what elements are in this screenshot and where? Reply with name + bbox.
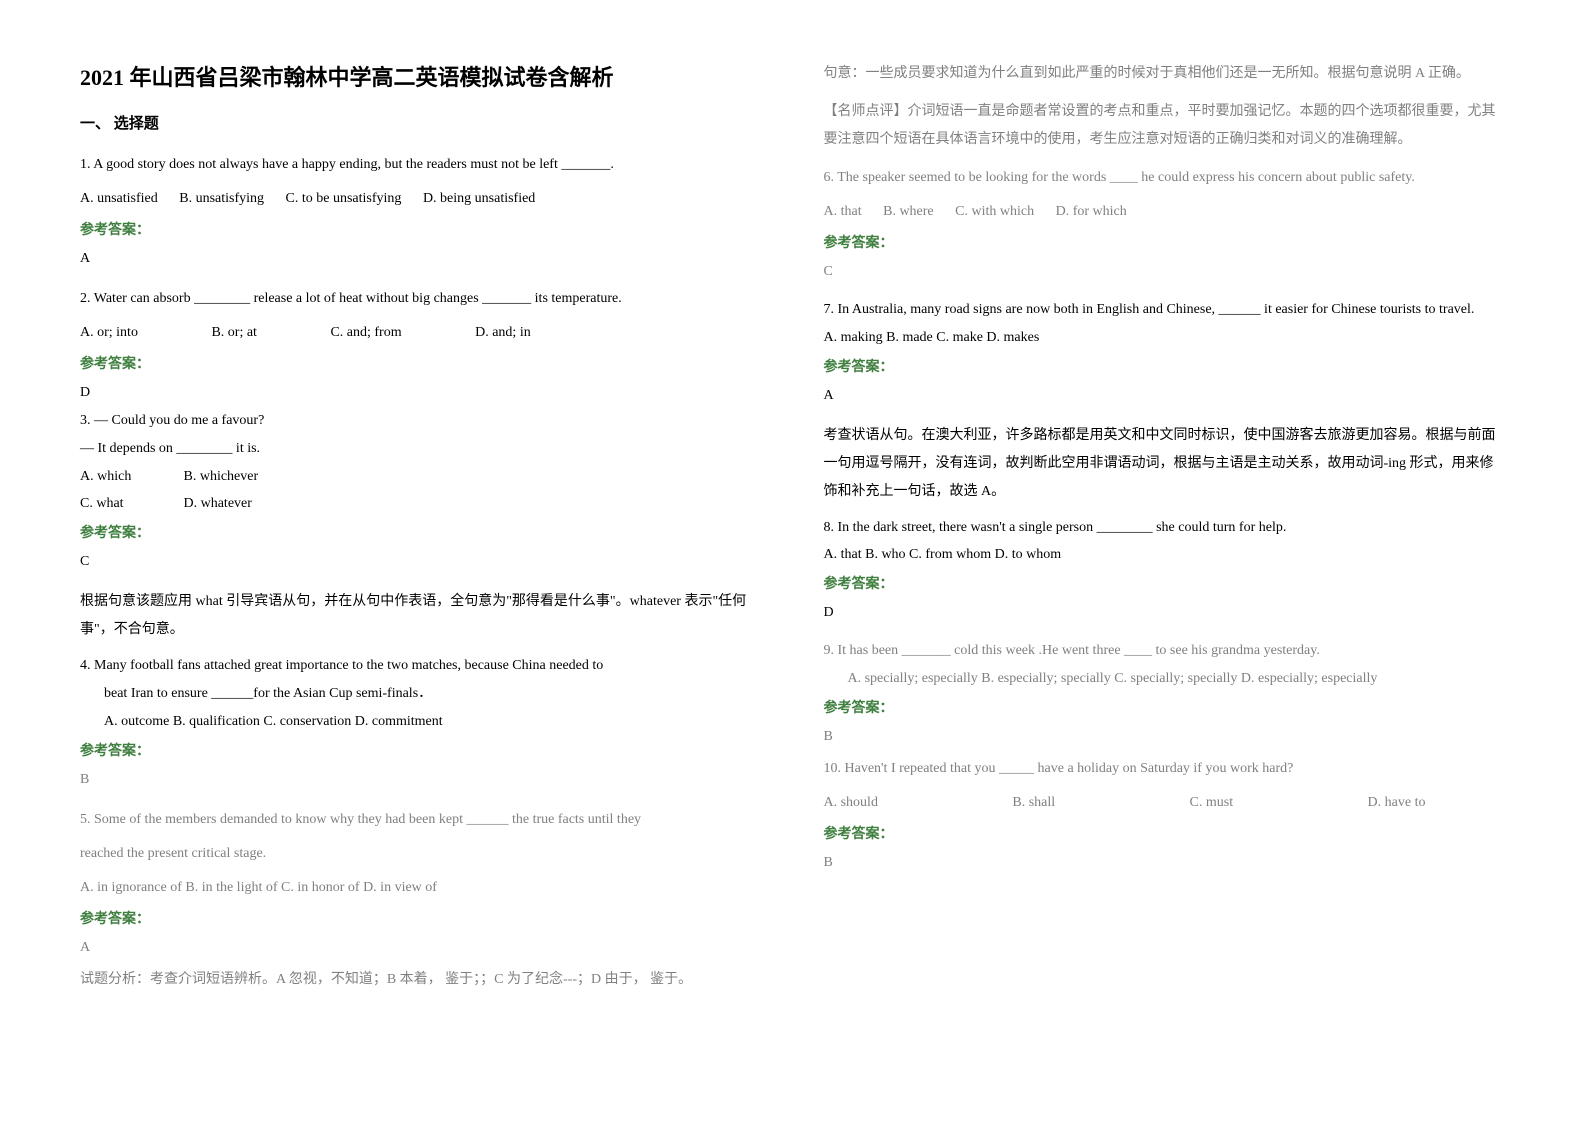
document-title: 2021 年山西省吕梁市翰林中学高二英语模拟试卷含解析 [80,60,764,92]
q6-answer: C [824,258,1508,286]
q2-optA: A. or; into [80,325,138,340]
q7-answer-label: 参考答案： [824,356,1508,376]
q7-explain: 考查状语从句。在澳大利亚，许多路标都是用英文和中文同时标识，使中国游客去旅游更加… [824,422,1508,506]
q10-optA: A. should [824,789,878,817]
q3-line2: — It depends on ________ it is. [80,437,764,461]
q2-optB: B. or; at [211,325,257,340]
q10-answer-label: 参考答案： [824,823,1508,843]
q4-options: A. outcome B. qualification C. conservat… [80,710,764,734]
q1-optB: B. unsatisfying [179,191,264,206]
q6-stem: 6. The speaker seemed to be looking for … [824,164,1508,192]
q7-answer: A [824,382,1508,410]
q4-answer-label: 参考答案： [80,740,764,760]
q9-answer-label: 参考答案： [824,697,1508,717]
q3-answer-label: 参考答案： [80,522,764,542]
q2-options: A. or; into B. or; at C. and; from D. an… [80,319,764,347]
q9-answer: B [824,723,1508,751]
q3-line1: 3. — Could you do me a favour? [80,409,764,433]
q5-line1: 5. Some of the members demanded to know … [80,806,764,834]
right-column: 句意：一些成员要求知道为什么直到如此严重的时候对于真相他们还是一无所知。根据句意… [824,60,1508,1004]
q3-answer: C [80,548,764,576]
left-column: 2021 年山西省吕梁市翰林中学高二英语模拟试卷含解析 一、 选择题 1. A … [80,60,764,1004]
q4-line1: 4. Many football fans attached great imp… [80,654,764,678]
q2-answer-label: 参考答案： [80,353,764,373]
q9-stem: 9. It has been _______ cold this week .H… [824,639,1508,663]
q2-answer: D [80,379,764,407]
q9-options: A. specially; especially B. especially; … [824,667,1508,691]
q6-optA: A. that [824,204,862,219]
q3-explain: 根据句意该题应用 what 引导宾语从句，并在从句中作表语，全句意为"那得看是什… [80,588,764,644]
q6-answer-label: 参考答案： [824,232,1508,252]
q1-optC: C. to be unsatisfying [286,191,402,206]
q5-answer: A [80,934,764,962]
q3-optA: A. which [80,465,180,489]
q1-answer: A [80,245,764,273]
q4-answer: B [80,766,764,794]
q8-options: A. that B. who C. from whom D. to whom [824,543,1508,567]
section-heading: 一、 选择题 [80,112,764,133]
q10-optD: D. have to [1368,789,1426,817]
q4-line2: beat Iran to ensure ______for the Asian … [80,682,764,706]
q6-optC: C. with which [955,204,1034,219]
q1-optA: A. unsatisfied [80,191,158,206]
q8-answer-label: 参考答案： [824,573,1508,593]
r-top-line2: 【名师点评】介词短语一直是命题者常设置的考点和重点，平时要加强记忆。本题的四个选… [824,98,1508,154]
q5-line2: reached the present critical stage. [80,840,764,868]
q7-stem: 7. In Australia, many road signs are now… [824,298,1508,322]
q10-optC: C. must [1190,789,1234,817]
q3-optC: C. what [80,492,180,516]
q8-answer: D [824,599,1508,627]
q5-answer-label: 参考答案： [80,908,764,928]
q1-options: A. unsatisfied B. unsatisfying C. to be … [80,185,764,213]
q10-optB: B. shall [1012,789,1055,817]
q3-optD: D. whatever [184,496,252,511]
q2-optD: D. and; in [475,325,531,340]
q3-opts-row2: C. what D. whatever [80,492,764,516]
q10-answer: B [824,849,1508,877]
q6-optD: D. for which [1056,204,1127,219]
r-top-line1: 句意：一些成员要求知道为什么直到如此严重的时候对于真相他们还是一无所知。根据句意… [824,60,1508,88]
q5-options: A. in ignorance of B. in the light of C.… [80,874,764,902]
q10-stem: 10. Haven't I repeated that you _____ ha… [824,755,1508,783]
q1-stem: 1. A good story does not always have a h… [80,151,764,179]
q6-options: A. that B. where C. with which D. for wh… [824,198,1508,226]
q6-optB: B. where [883,204,934,219]
q3-opts-row1: A. which B. whichever [80,465,764,489]
q1-answer-label: 参考答案： [80,219,764,239]
q5-explain: 试题分析：考查介词短语辨析。A 忽视，不知道；B 本着， 鉴于；；C 为了纪念-… [80,966,764,994]
q10-options: A. should B. shall C. must D. have to [824,789,1444,817]
q2-stem: 2. Water can absorb ________ release a l… [80,285,764,313]
q2-optC: C. and; from [330,325,401,340]
q1-optD: D. being unsatisfied [423,191,535,206]
q7-options: A. making B. made C. make D. makes [824,326,1508,350]
q3-optB: B. whichever [184,469,259,484]
q8-stem: 8. In the dark street, there wasn't a si… [824,516,1508,540]
page-container: 2021 年山西省吕梁市翰林中学高二英语模拟试卷含解析 一、 选择题 1. A … [80,60,1507,1004]
